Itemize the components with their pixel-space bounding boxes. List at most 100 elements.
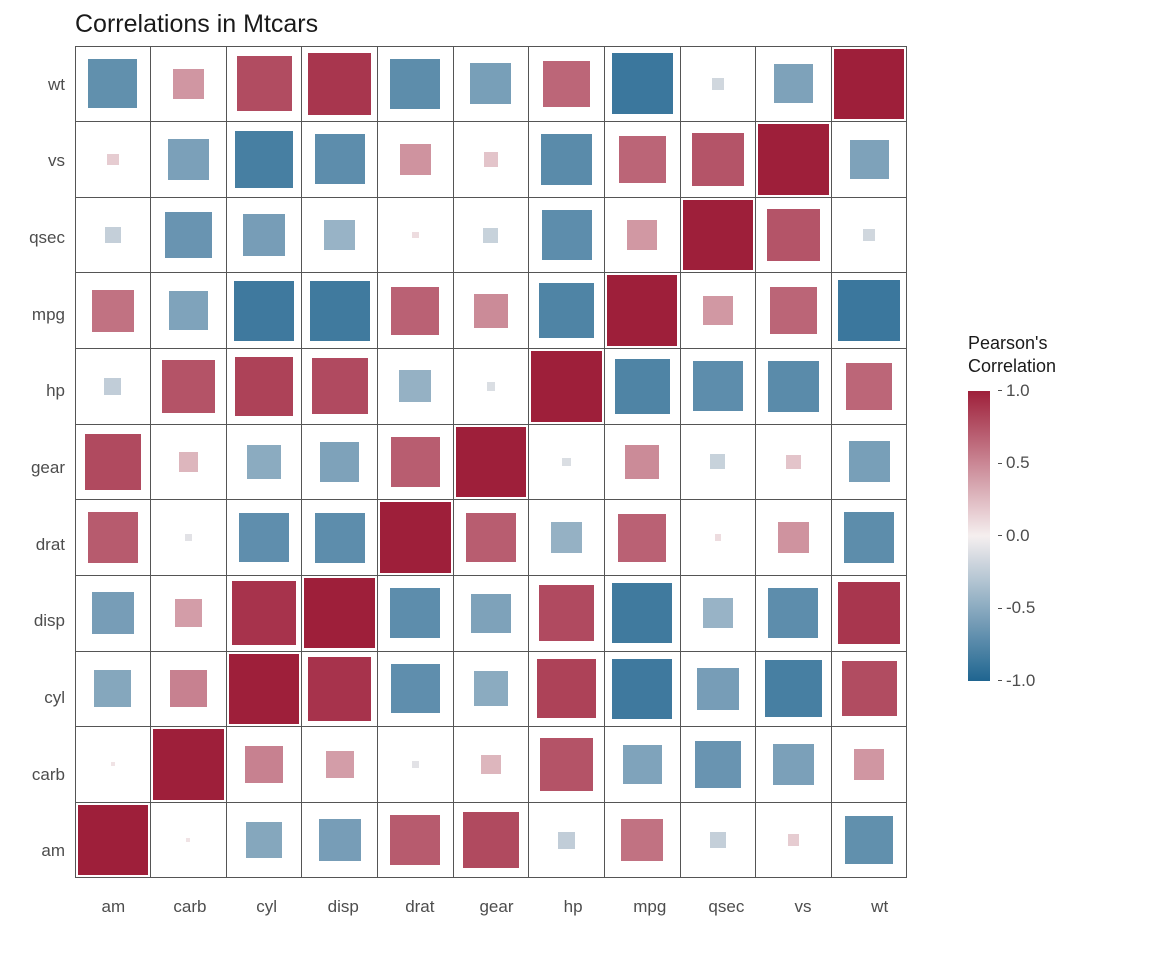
correlation-tile xyxy=(186,838,190,842)
grid-cell xyxy=(680,424,757,501)
correlation-tile xyxy=(235,357,294,416)
correlation-tile xyxy=(612,53,673,114)
correlation-tile xyxy=(621,819,663,861)
grid-cell xyxy=(528,197,605,274)
grid-cell xyxy=(301,424,378,501)
grid-cell xyxy=(75,121,152,198)
colorbar-wrap: 1.00.50.0-0.5-1.0 xyxy=(968,391,1058,681)
y-axis-label: carb xyxy=(5,765,65,785)
x-axis-label: gear xyxy=(458,897,535,917)
grid-cell xyxy=(528,726,605,803)
grid-cell xyxy=(528,802,605,879)
correlation-tile xyxy=(537,659,596,718)
correlation-tile xyxy=(715,534,721,540)
grid-cell xyxy=(377,651,454,728)
grid-cell xyxy=(453,651,530,728)
correlation-tile xyxy=(697,668,739,710)
correlation-tile xyxy=(390,588,440,638)
x-axis-label: hp xyxy=(535,897,612,917)
correlation-tile xyxy=(235,131,292,188)
plot-area xyxy=(75,46,918,889)
correlation-tile xyxy=(85,434,141,490)
grid-cell xyxy=(528,424,605,501)
grid-cell xyxy=(604,575,681,652)
grid-cell xyxy=(150,348,227,425)
grid-cell xyxy=(680,121,757,198)
correlation-tile xyxy=(481,755,500,774)
correlation-tile xyxy=(765,660,822,717)
grid-cell xyxy=(680,651,757,728)
grid-cell xyxy=(150,46,227,123)
correlation-tile xyxy=(308,53,371,116)
grid-cell xyxy=(604,651,681,728)
grid-row xyxy=(75,46,918,122)
correlation-tile xyxy=(540,738,593,791)
correlation-tile xyxy=(849,441,890,482)
correlation-tile xyxy=(412,761,418,767)
correlation-tile xyxy=(179,452,198,471)
correlation-tile xyxy=(170,670,207,707)
y-axis-label: cyl xyxy=(5,688,65,708)
correlation-tile xyxy=(844,512,894,562)
y-axis-label: disp xyxy=(5,611,65,631)
grid-cell xyxy=(755,499,832,576)
grid-row xyxy=(75,273,918,349)
correlation-tile xyxy=(619,136,666,183)
grid-cell xyxy=(377,499,454,576)
correlation-tile xyxy=(845,816,894,865)
x-axis-label: vs xyxy=(765,897,842,917)
grid-cell xyxy=(150,726,227,803)
correlation-tile xyxy=(78,805,149,876)
grid-cell xyxy=(226,348,303,425)
grid-row xyxy=(75,575,918,651)
grid-cell xyxy=(831,197,908,274)
grid-cell xyxy=(453,726,530,803)
legend-title: Pearson'sCorrelation xyxy=(968,332,1058,379)
correlation-tile xyxy=(767,209,820,262)
correlation-tile xyxy=(88,512,138,562)
correlation-tile xyxy=(539,283,594,338)
correlation-tile xyxy=(319,819,361,861)
colorbar-tick: 0.0 xyxy=(998,526,1030,546)
correlation-tile xyxy=(768,588,818,638)
grid-cell xyxy=(150,802,227,879)
grid-cell xyxy=(831,424,908,501)
grid-cell xyxy=(226,802,303,879)
correlation-tile xyxy=(92,290,134,332)
grid-cell xyxy=(831,348,908,425)
grid-cell xyxy=(75,197,152,274)
correlation-tile xyxy=(400,144,431,175)
grid-cell xyxy=(755,424,832,501)
grid-cell xyxy=(301,272,378,349)
legend: Pearson'sCorrelation 1.00.50.0-0.5-1.0 xyxy=(968,332,1058,681)
correlation-tile xyxy=(539,585,595,641)
grid-cell xyxy=(301,575,378,652)
correlation-tile xyxy=(94,670,131,707)
correlation-tile xyxy=(229,654,300,725)
grid-cell xyxy=(680,575,757,652)
grid-cell xyxy=(604,272,681,349)
correlation-tile xyxy=(390,59,440,109)
grid-cell xyxy=(226,726,303,803)
correlation-tile xyxy=(391,437,440,486)
grid-cell xyxy=(377,424,454,501)
correlation-tile xyxy=(399,370,431,402)
grid-cell xyxy=(831,575,908,652)
grid-cell xyxy=(150,197,227,274)
x-axis-label: qsec xyxy=(688,897,765,917)
grid-cell xyxy=(831,802,908,879)
correlation-tile xyxy=(623,745,662,784)
grid-cell xyxy=(831,726,908,803)
grid-row xyxy=(75,424,918,500)
grid-cell xyxy=(680,272,757,349)
colorbar-tick: 1.0 xyxy=(998,381,1030,401)
grid-cell xyxy=(75,499,152,576)
grid-cell xyxy=(604,726,681,803)
correlation-tile xyxy=(165,212,211,258)
grid-cell xyxy=(680,197,757,274)
x-axis-label: cyl xyxy=(228,897,305,917)
correlation-tile xyxy=(842,661,897,716)
grid-row xyxy=(75,500,918,576)
correlation-tile xyxy=(838,582,901,645)
x-axis-label: carb xyxy=(152,897,229,917)
